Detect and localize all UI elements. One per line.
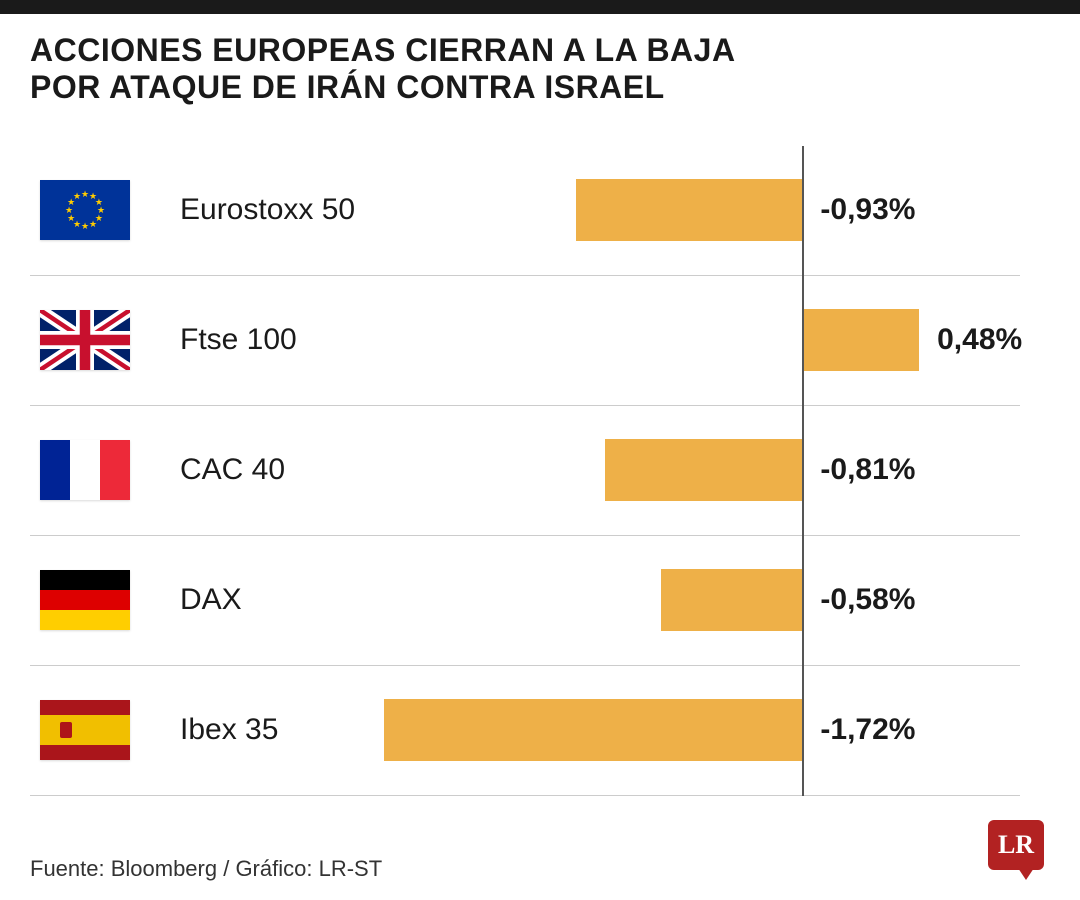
value-bar <box>802 309 919 371</box>
logo-text: LR <box>998 830 1034 860</box>
flag-cell <box>30 700 140 760</box>
footer: Fuente: Bloomberg / Gráfico: LR-ST LR <box>30 820 1050 882</box>
value-label: -1,72% <box>820 713 915 747</box>
spain-flag-icon <box>40 700 130 760</box>
chart-row: ★★★★★★★★★★★★ Eurostoxx 50 -0,93% <box>30 146 1020 276</box>
value-label: 0,48% <box>937 323 1022 357</box>
index-label: Ibex 35 <box>140 713 380 747</box>
publisher-logo: LR <box>988 820 1050 882</box>
value-label: -0,81% <box>820 453 915 487</box>
chart-row: CAC 40 -0,81% <box>30 406 1020 536</box>
bar-area: -0,81% <box>380 406 1020 535</box>
logo-speech-bubble-icon: LR <box>988 820 1044 870</box>
title-line-2: POR ATAQUE DE IRÁN CONTRA ISRAEL <box>30 69 665 105</box>
chart-row: Ftse 100 0,48% <box>30 276 1020 406</box>
index-label: DAX <box>140 583 380 617</box>
flag-cell <box>30 440 140 500</box>
title-line-1: ACCIONES EUROPEAS CIERRAN A LA BAJA <box>30 32 736 68</box>
uk-flag-icon <box>40 310 130 370</box>
bar-area: 0,48% <box>380 276 1020 405</box>
bar-chart: ★★★★★★★★★★★★ Eurostoxx 50 -0,93% Ftse 10… <box>30 146 1050 796</box>
index-label: CAC 40 <box>140 453 380 487</box>
value-bar <box>576 179 802 241</box>
eu-flag-icon: ★★★★★★★★★★★★ <box>40 180 130 240</box>
zero-axis <box>802 146 804 796</box>
source-text: Fuente: Bloomberg / Gráfico: LR-ST <box>30 856 382 882</box>
top-border-bar <box>0 0 1080 14</box>
value-bar <box>605 439 802 501</box>
index-label: Ftse 100 <box>140 323 380 357</box>
flag-cell: ★★★★★★★★★★★★ <box>30 180 140 240</box>
bar-area: -0,93% <box>380 146 1020 275</box>
value-label: -0,58% <box>820 583 915 617</box>
germany-flag-icon <box>40 570 130 630</box>
chart-row: Ibex 35 -1,72% <box>30 666 1020 796</box>
bar-area: -0,58% <box>380 536 1020 665</box>
index-label: Eurostoxx 50 <box>140 193 380 227</box>
bar-area: -1,72% <box>380 666 1020 795</box>
france-flag-icon <box>40 440 130 500</box>
value-label: -0,93% <box>820 193 915 227</box>
chart-row: DAX -0,58% <box>30 536 1020 666</box>
value-bar <box>384 699 802 761</box>
flag-cell <box>30 310 140 370</box>
chart-title: ACCIONES EUROPEAS CIERRAN A LA BAJA POR … <box>30 32 1050 106</box>
content-container: ACCIONES EUROPEAS CIERRAN A LA BAJA POR … <box>0 32 1080 796</box>
flag-cell <box>30 570 140 630</box>
value-bar <box>661 569 802 631</box>
